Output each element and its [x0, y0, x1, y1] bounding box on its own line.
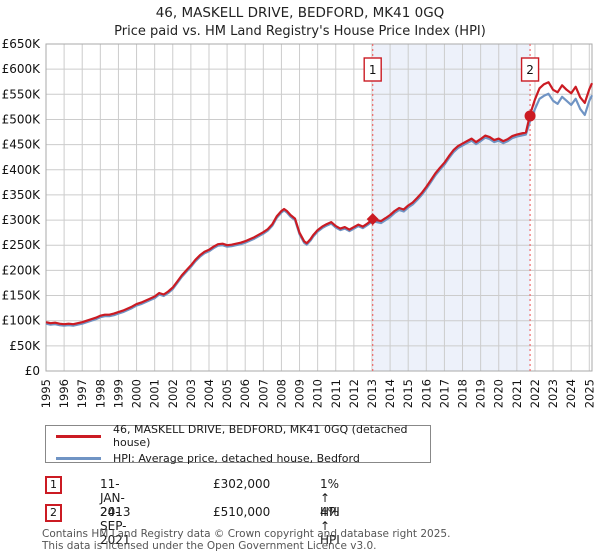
license-footer: Contains HM Land Registry data © Crown c…	[42, 528, 451, 552]
event-number-label: 1	[369, 63, 377, 77]
x-tick-label: 2021	[510, 379, 524, 408]
y-tick-label: £350K	[2, 188, 42, 202]
x-tick-label: 1995	[39, 379, 53, 408]
y-tick-label: £550K	[2, 87, 42, 101]
x-tick-label: 2005	[220, 379, 234, 408]
event-1-number-badge: 1	[45, 476, 62, 494]
y-tick-label: £400K	[2, 163, 42, 177]
x-tick-label: 2015	[401, 379, 415, 408]
y-tick-label: £300K	[2, 213, 42, 227]
x-tick-label: 2002	[166, 379, 180, 408]
legend-label-hpi: HPI: Average price, detached house, Bedf…	[113, 452, 360, 465]
x-tick-label: 2010	[311, 379, 325, 408]
legend: 46, MASKELL DRIVE, BEDFORD, MK41 0GQ (de…	[45, 423, 431, 465]
chart-title: 46, MASKELL DRIVE, BEDFORD, MK41 0GQ	[155, 5, 445, 21]
x-tick-label: 2022	[528, 379, 542, 408]
x-tick-label: 2024	[564, 379, 578, 408]
x-tick-label: 2014	[383, 379, 397, 408]
event-number-box	[520, 57, 540, 82]
x-tick-label: 2020	[492, 379, 506, 408]
x-tick-label: 2016	[419, 379, 433, 408]
event-2-date: 24-SEP-2021	[100, 505, 131, 547]
legend-label-property: 46, MASKELL DRIVE, BEDFORD, MK41 0GQ (de…	[113, 423, 408, 449]
legend-item-property: 46, MASKELL DRIVE, BEDFORD, MK41 0GQ (de…	[46, 423, 430, 449]
event-1-price: £302,000	[213, 477, 271, 491]
y-tick-label: £600K	[2, 62, 42, 76]
event-2-number-badge: 2	[45, 504, 62, 522]
event-1-hpi-delta: 1% ↑ HPI	[320, 477, 340, 519]
hpi-line-swatch	[56, 457, 101, 460]
x-tick-label: 2001	[148, 379, 162, 408]
x-tick-label: 1998	[93, 379, 107, 408]
x-tick-label: 1999	[111, 379, 125, 408]
x-tick-label: 2009	[293, 379, 307, 408]
footer-line-2: This data is licensed under the Open Gov…	[42, 539, 377, 552]
x-tick-label: 2018	[456, 379, 470, 408]
x-tick-label: 1997	[75, 379, 89, 408]
x-tick-label: 2013	[365, 379, 379, 408]
y-tick-label: £200K	[2, 263, 42, 277]
event-1-date: 11-JAN-2013	[100, 477, 131, 519]
x-tick-label: 2004	[202, 379, 216, 408]
event-2-price: £510,000	[213, 505, 271, 519]
sale-marker-diamond	[366, 213, 379, 226]
footer-line-1: Contains HM Land Registry data © Crown c…	[42, 528, 451, 540]
event-number-label: 2	[526, 63, 534, 77]
x-tick-label: 2023	[546, 379, 560, 408]
hpi-shaded-span	[372, 44, 531, 371]
x-tick-label: 2007	[256, 379, 270, 408]
plot-border	[45, 43, 593, 372]
y-tick-label: £650K	[2, 37, 42, 51]
y-tick-label: £250K	[2, 238, 42, 252]
x-tick-label: 2008	[274, 379, 288, 408]
x-tick-label: 2017	[437, 379, 451, 408]
property-line-swatch	[56, 434, 101, 438]
x-tick-label: 2000	[130, 379, 144, 408]
x-tick-label: 2003	[184, 379, 198, 408]
x-tick-label: 2019	[474, 379, 488, 408]
event-number-box	[363, 57, 382, 82]
y-tick-label: £150K	[2, 289, 42, 303]
y-tick-label: £100K	[2, 314, 42, 328]
sale-marker-circle	[524, 110, 536, 122]
x-tick-label: 2006	[238, 379, 252, 408]
event-2-hpi-delta: 4% ↑ HPI	[320, 505, 340, 547]
legend-item-hpi: HPI: Average price, detached house, Bedf…	[46, 452, 430, 465]
y-tick-label: £50K	[9, 339, 41, 353]
price-chart: £0 £50K £100K £150K £200K £250K £300K £350K £400…	[2, 37, 597, 408]
chart-subtitle: Price paid vs. HM Land Registry's House …	[114, 24, 486, 39]
x-tick-label: 2025	[582, 379, 596, 408]
series-line	[45, 81, 594, 326]
y-tick-label: £450K	[2, 138, 42, 152]
x-tick-label: 2011	[329, 379, 343, 408]
y-tick-label: £0	[25, 364, 40, 378]
y-tick-label: £500K	[2, 112, 42, 126]
x-tick-label: 2012	[347, 379, 361, 408]
x-tick-label: 1996	[57, 379, 71, 408]
